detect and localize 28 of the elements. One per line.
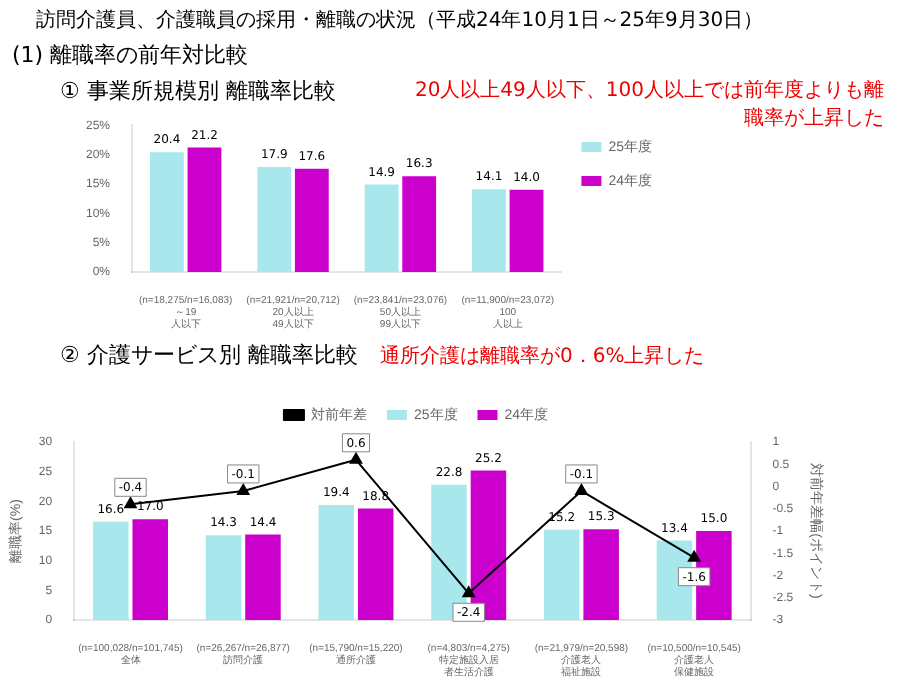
chart-title: ① 事業所規模別 離職率比較: [60, 76, 336, 106]
bar: [543, 529, 580, 620]
bar: [245, 534, 281, 620]
bar: [257, 166, 292, 272]
bar: [583, 529, 619, 620]
point: [237, 483, 250, 495]
text: 通所介護は離職率が0．6%上昇した: [380, 343, 705, 370]
bar: [509, 189, 544, 272]
point: [575, 483, 588, 495]
bar: [364, 184, 399, 272]
point: [462, 586, 475, 598]
point: [349, 452, 363, 464]
bar: [150, 152, 184, 272]
bar: [205, 535, 242, 620]
bar: [472, 189, 506, 272]
text: (1) 離職率の前年対比較: [12, 40, 249, 70]
point: [687, 550, 701, 562]
bar: [93, 521, 129, 620]
point: [124, 497, 137, 509]
text: 訪問介護員、介護職員の採用・離職の状況（平成24年10月1日～25年9月30日）: [36, 7, 764, 34]
bar: [357, 508, 394, 620]
chart-title: ② 介護サービス別 離職率比較: [60, 340, 358, 370]
bar: [318, 504, 354, 620]
bar: [294, 168, 329, 272]
annotation: 20人以上49人以下、100人以上では前年度よりも離職率が上昇した: [412, 77, 884, 132]
bar: [132, 519, 168, 620]
bar: [402, 176, 437, 272]
bar: [187, 147, 222, 272]
